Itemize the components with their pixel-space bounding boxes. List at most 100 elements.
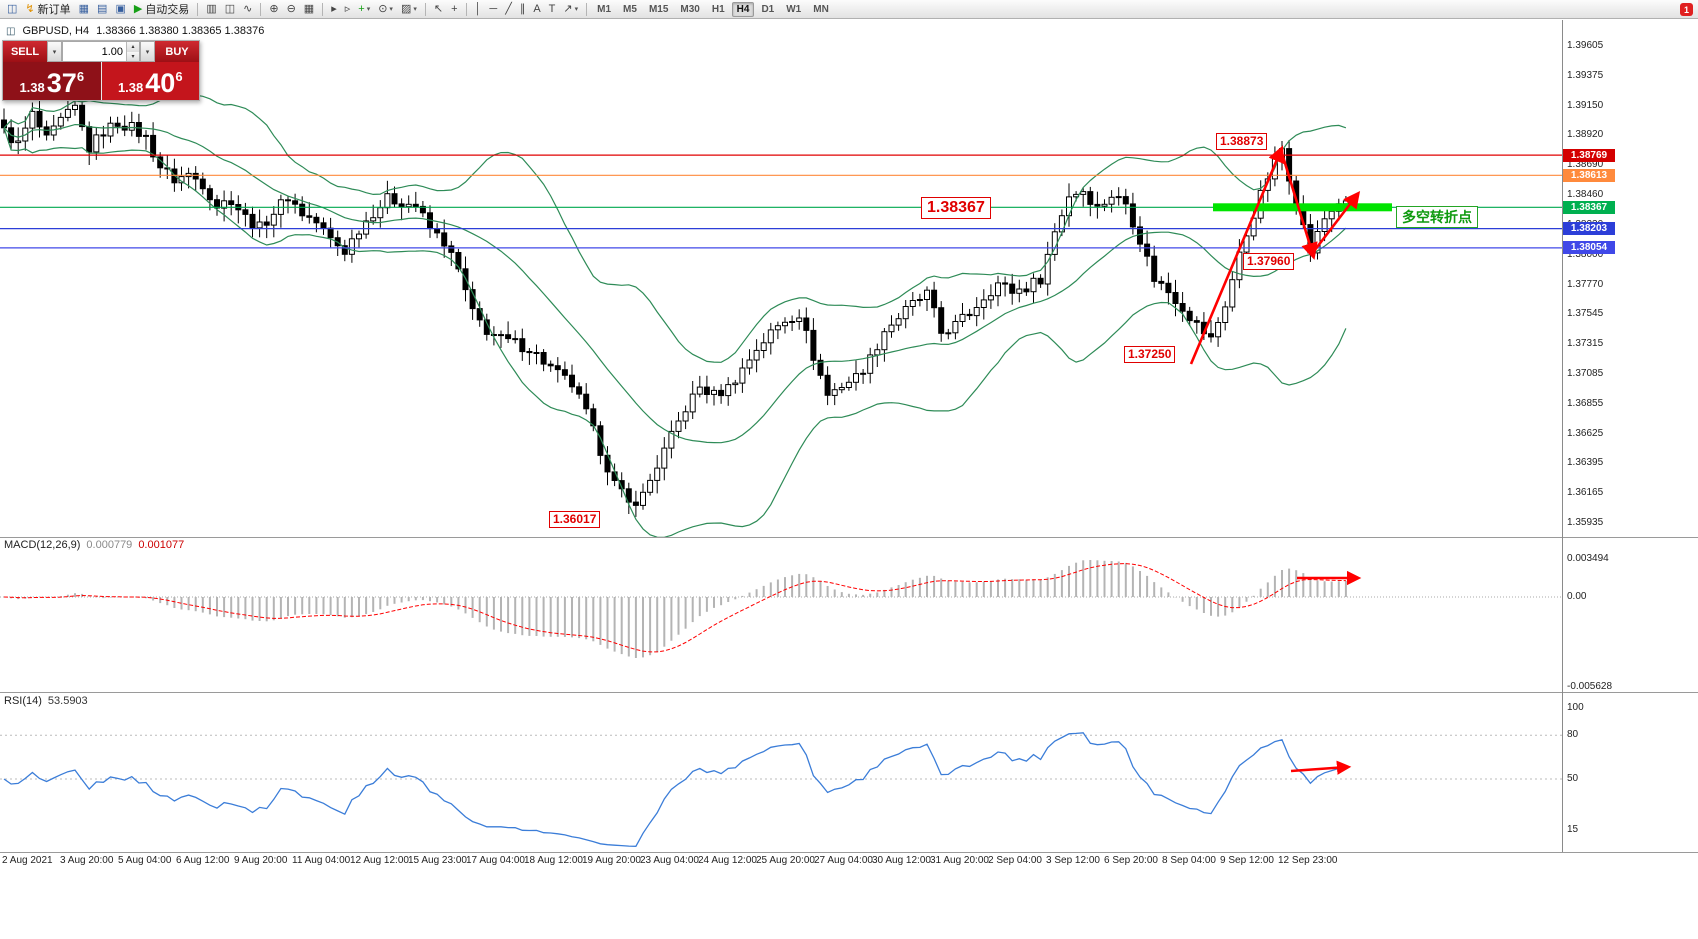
market-watch-icon[interactable]: ▤: [94, 1, 110, 17]
time-axis-label: 27 Aug 04:00: [814, 855, 873, 866]
zoom-out-icon: ⊖: [286, 3, 296, 15]
panel-divider[interactable]: [0, 692, 1698, 693]
cursor-icon[interactable]: ↖: [431, 1, 446, 17]
price-callout[interactable]: 1.37960: [1243, 253, 1295, 270]
caret-down-icon: ▾: [131, 53, 135, 60]
data-window-icon[interactable]: ▣: [112, 1, 128, 17]
price-axis-label: 1.36165: [1567, 487, 1604, 499]
new-order-button[interactable]: ↯ 新订单: [22, 1, 73, 17]
candlestick-chart-icon: ◫: [224, 3, 236, 15]
highlight-bar[interactable]: [1213, 203, 1392, 212]
notification-badge[interactable]: 1: [1680, 3, 1693, 16]
rsi-panel[interactable]: [0, 706, 1562, 852]
macd-panel[interactable]: [0, 550, 1562, 692]
rsi-annotation-arrow[interactable]: [1290, 760, 1352, 775]
templates-icon[interactable]: ▨ ▾: [398, 1, 420, 17]
timeframe-m30[interactable]: M30: [680, 3, 700, 15]
trend-arrow[interactable]: [1279, 149, 1318, 260]
arrows-tool-icon[interactable]: ↗ ▾: [560, 1, 581, 17]
line-chart-icon[interactable]: ∿: [240, 1, 255, 17]
trend-arrow[interactable]: [1309, 190, 1361, 256]
macd-signal-line: [3, 563, 1346, 653]
periods-icon[interactable]: ⊙ ▾: [375, 1, 396, 17]
chart-shift-icon: ▹: [344, 3, 351, 15]
channel-icon[interactable]: ∥: [517, 1, 529, 17]
vertical-line-icon[interactable]: │: [472, 1, 485, 17]
chart-windows-icon: ▦: [78, 3, 90, 15]
timeframe-h1[interactable]: H1: [711, 3, 725, 15]
turning-point-label[interactable]: 多空转折点: [1396, 206, 1478, 228]
rsi-axis-label: 15: [1567, 824, 1579, 836]
buy-price-main: 40: [145, 68, 176, 98]
price-callout[interactable]: 1.36017: [549, 511, 601, 528]
timeframe-d1[interactable]: D1: [761, 3, 775, 15]
macd-name: MACD(12,26,9): [4, 539, 81, 551]
sell-price-prefix: 1.38: [19, 80, 45, 95]
caret-down-icon: ▾: [574, 6, 579, 13]
price-axis-badge: 1.38054: [1563, 241, 1615, 255]
horizontal-line-icon[interactable]: ─: [486, 1, 500, 17]
rsi-line: [3, 732, 1346, 847]
bollinger-middle-band[interactable]: [3, 123, 1347, 444]
panel-divider[interactable]: [0, 537, 1698, 538]
crosshair-icon[interactable]: +: [448, 1, 460, 17]
trend-arrow[interactable]: [1189, 145, 1285, 365]
auto-scroll-icon[interactable]: ▸: [328, 1, 340, 17]
timeframe-w1[interactable]: W1: [786, 3, 802, 15]
timeframe-mn[interactable]: MN: [813, 3, 829, 15]
macd-indicator-label: MACD(12,26,9) 0.000779 0.001077: [4, 539, 184, 551]
bollinger-upper-band[interactable]: [3, 94, 1347, 363]
rsi-axis-label: 50: [1567, 773, 1579, 784]
tile-windows-icon[interactable]: ▦: [301, 1, 317, 17]
price-chart[interactable]: [0, 20, 1562, 537]
macd-axis-label: -0.005628: [1567, 681, 1613, 692]
price-callout[interactable]: 1.38873: [1216, 133, 1268, 150]
chart-shift-icon[interactable]: ▹: [342, 1, 354, 17]
new-order-button: ↯: [25, 3, 35, 15]
price-axis-label: 1.36395: [1567, 457, 1604, 469]
time-axis-label: 31 Aug 20:00: [930, 855, 989, 866]
timeframe-h4[interactable]: H4: [731, 1, 755, 17]
bar-chart-icon[interactable]: ▥: [203, 1, 219, 17]
time-axis-label: 18 Aug 12:00: [524, 855, 583, 866]
buy-price-panel[interactable]: 1.38 40 6: [101, 62, 199, 100]
volume-input[interactable]: [63, 42, 126, 61]
candlestick-chart-icon[interactable]: ◫: [222, 1, 238, 17]
time-axis-label: 30 Aug 12:00: [872, 855, 931, 866]
auto-trading-button[interactable]: ▶ 自动交易: [131, 1, 192, 17]
sell-price-panel[interactable]: 1.38 37 6: [3, 62, 102, 100]
timeframe-m15[interactable]: M15: [648, 3, 669, 15]
timeframe-m5[interactable]: M5: [623, 3, 637, 15]
volume-down-button[interactable]: ▾: [126, 51, 139, 61]
sell-dropdown[interactable]: ▾: [47, 41, 62, 62]
text-icon[interactable]: A: [530, 1, 543, 17]
price-callout[interactable]: 1.37250: [1124, 346, 1176, 363]
sell-button[interactable]: SELL: [3, 41, 47, 62]
bollinger-lower-band[interactable]: [3, 127, 1347, 537]
time-axis-label: 6 Sep 20:00: [1104, 855, 1158, 866]
macd-main-value: 0.000779: [86, 539, 133, 551]
bar-chart-icon: ▥: [206, 3, 217, 15]
price-level-label[interactable]: 1.38367: [921, 197, 991, 219]
candlesticks: [1, 94, 1349, 517]
zoom-in-icon[interactable]: ⊕: [266, 1, 281, 17]
zoom-out-icon[interactable]: ⊖: [284, 1, 299, 17]
volume-up-button[interactable]: ▴: [126, 42, 139, 52]
time-axis-label: 12 Sep 23:00: [1278, 855, 1338, 866]
buy-dropdown[interactable]: ▾: [140, 41, 155, 62]
toolbar-separator: [465, 2, 467, 16]
chart-windows-icon[interactable]: ▦: [76, 1, 92, 17]
time-axis-divider: [0, 852, 1698, 853]
volume-field: ▴ ▾: [62, 41, 140, 62]
new-chart-icon[interactable]: ◫: [4, 1, 20, 17]
buy-button[interactable]: BUY: [155, 41, 199, 62]
timeframe-m1[interactable]: M1: [597, 3, 612, 15]
time-axis-label: 5 Aug 04:00: [118, 855, 172, 866]
time-axis-label: 6 Aug 12:00: [176, 855, 230, 866]
time-axis-label: 2 Sep 04:00: [988, 855, 1042, 866]
trendline-icon[interactable]: ╱: [502, 1, 515, 17]
horizontal-line-icon: ─: [489, 3, 498, 15]
time-axis-label: 23 Aug 04:00: [640, 855, 699, 866]
text-label-icon[interactable]: T: [546, 1, 559, 17]
indicators-icon[interactable]: + ▾: [355, 1, 373, 17]
